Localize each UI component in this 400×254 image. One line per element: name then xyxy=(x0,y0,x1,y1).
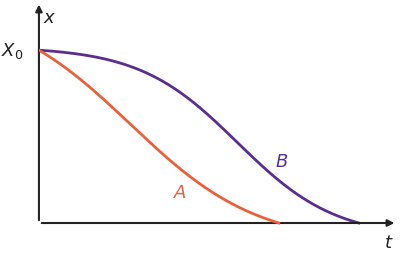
Text: A: A xyxy=(174,183,186,201)
Text: B: B xyxy=(276,152,288,170)
Text: t: t xyxy=(385,233,392,250)
Text: x: x xyxy=(43,9,54,27)
Text: $X_0$: $X_0$ xyxy=(1,41,23,61)
